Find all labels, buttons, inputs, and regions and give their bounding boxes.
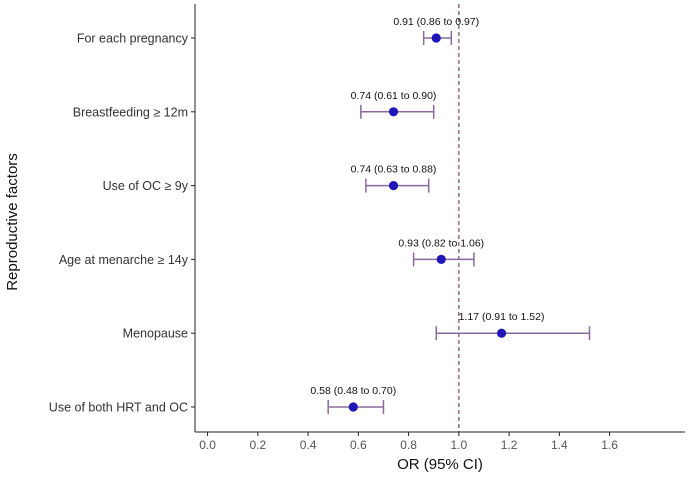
category-label: Age at menarche ≥ 14y bbox=[59, 253, 189, 267]
data-label: 1.17 (0.91 to 1.52) bbox=[459, 311, 545, 323]
data-label: 0.93 (0.82 to 1.06) bbox=[398, 237, 484, 249]
point-estimate bbox=[388, 107, 399, 117]
confidence-intervals bbox=[327, 31, 591, 414]
category-label: Breastfeeding ≥ 12m bbox=[73, 105, 188, 119]
category-label: Use of OC ≥ 9y bbox=[103, 179, 189, 193]
data-label: 0.91 (0.86 to 0.97) bbox=[393, 16, 479, 28]
point-estimate bbox=[431, 33, 441, 43]
x-tick-label: 0.0 bbox=[199, 438, 216, 452]
axes bbox=[194, 4, 685, 433]
x-tick-label: 0.6 bbox=[350, 438, 367, 452]
point-estimates bbox=[348, 33, 507, 412]
category-label: Menopause bbox=[123, 327, 188, 341]
x-tick-label: 1.6 bbox=[601, 438, 618, 452]
x-tick-label: 0.4 bbox=[300, 438, 317, 452]
x-axis-ticks: 0.0 0.2 0.4 0.6 0.8 1.0 1.2 1.4 1.6 bbox=[199, 432, 618, 452]
category-label: For each pregnancy bbox=[77, 32, 189, 46]
point-estimate bbox=[348, 402, 358, 412]
data-label: 0.58 (0.48 to 0.70) bbox=[310, 385, 396, 397]
data-label: 0.74 (0.61 to 0.90) bbox=[351, 90, 437, 102]
x-tick-label: 0.2 bbox=[249, 438, 266, 452]
category-labels: For each pregnancy Breastfeeding ≥ 12m Use… bbox=[49, 32, 195, 415]
x-tick-label: 1.2 bbox=[501, 438, 518, 452]
x-tick-label: 1.4 bbox=[551, 438, 568, 452]
x-tick-label: 1.0 bbox=[451, 438, 468, 452]
x-tick-label: 0.8 bbox=[400, 438, 417, 452]
data-label: 0.74 (0.63 to 0.88) bbox=[351, 164, 437, 176]
category-label: Use of both HRT and OC bbox=[49, 401, 188, 415]
point-estimate bbox=[388, 181, 399, 191]
data-labels: 0.91 (0.86 to 0.97) 0.74 (0.61 to 0.90) 0.… bbox=[310, 16, 544, 397]
point-estimate bbox=[496, 328, 507, 338]
y-axis-title: Reproductive factors bbox=[4, 153, 21, 291]
point-estimate bbox=[436, 254, 446, 264]
x-axis-title: OR (95% CI) bbox=[397, 456, 483, 473]
